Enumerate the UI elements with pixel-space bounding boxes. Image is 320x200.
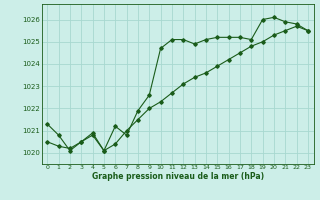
X-axis label: Graphe pression niveau de la mer (hPa): Graphe pression niveau de la mer (hPa) <box>92 172 264 181</box>
